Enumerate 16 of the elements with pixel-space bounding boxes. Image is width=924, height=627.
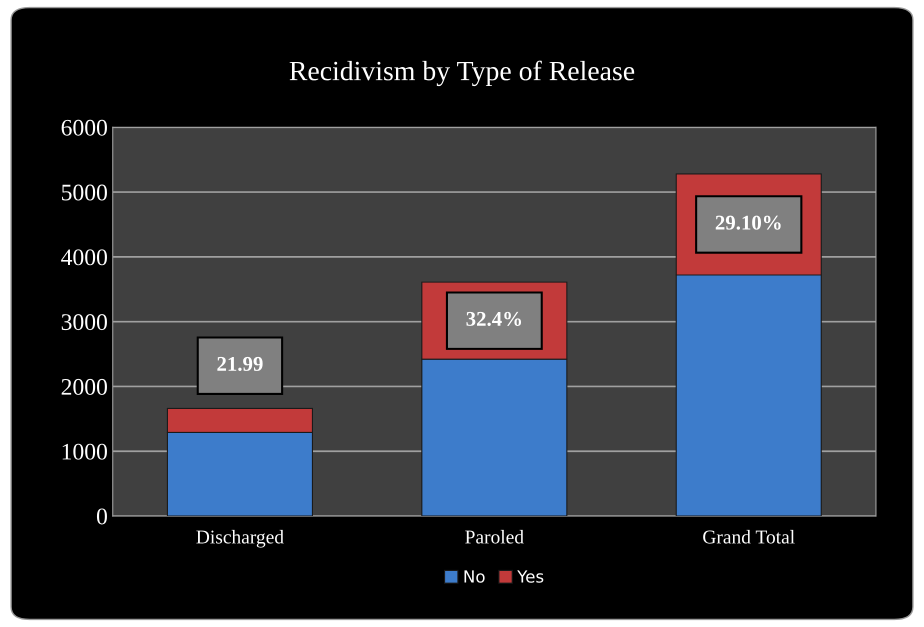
y-tick-label: 6000: [62, 120, 107, 136]
y-tick-label: 3000: [62, 314, 107, 330]
annotation: 21.99: [217, 356, 263, 372]
legend-label: No: [464, 570, 485, 583]
x-tick-label: Discharged: [196, 530, 284, 548]
annotation: 29.10%: [716, 216, 781, 230]
y-tick-label: 2000: [62, 378, 107, 395]
chart-title: Recidivism by Type of Release: [290, 60, 634, 86]
annotation: 32.4%: [466, 312, 522, 326]
y-tick-label: 5000: [62, 184, 107, 200]
legend-label: Yes: [517, 570, 544, 583]
x-tick-label: Grand Total: [703, 530, 795, 544]
y-tick-label: 0: [96, 508, 107, 524]
y-tick-label: 1000: [62, 444, 107, 460]
y-tick-label: 4000: [61, 249, 107, 266]
x-tick-label: Paroled: [465, 530, 524, 544]
